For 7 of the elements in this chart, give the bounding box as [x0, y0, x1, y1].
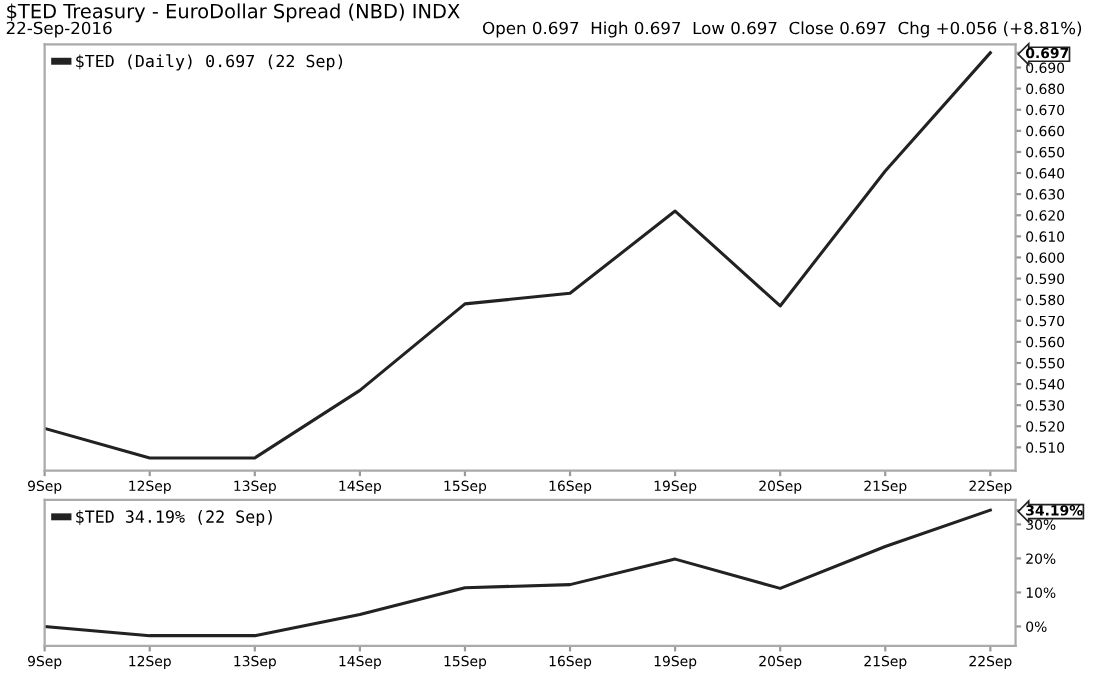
legend-label: $TED (Daily) 0.697 (22 Sep): [76, 54, 343, 71]
line-series: [44, 508, 992, 638]
text: Open 0.697 High 0.697 Low 0.697 Close 0.697 Chg +0.056 (+8.81%): [483, 21, 1082, 38]
chart-subtitle: 22-Sep-2016: [6, 21, 112, 38]
legend-label: $TED 34.19% (22 Sep): [76, 509, 272, 527]
chart-title: $TED Treasury - EuroDollar Spread (NBD) INDX: [7, 3, 460, 23]
line-series: [44, 51, 992, 460]
